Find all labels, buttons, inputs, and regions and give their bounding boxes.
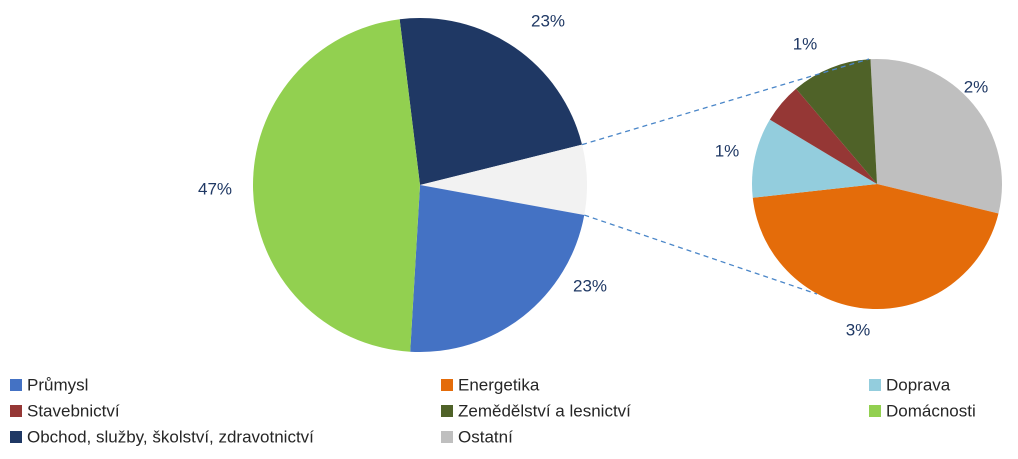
pie-slice — [769, 88, 877, 184]
legend-swatch — [441, 379, 453, 391]
legend-label: Stavebnictví — [27, 401, 120, 420]
pie-slice — [252, 19, 420, 352]
pie-slice — [752, 184, 999, 310]
legend-swatch — [869, 405, 881, 417]
legend-swatch — [869, 379, 881, 391]
pie-slice — [399, 17, 583, 185]
data-label: 23% — [573, 276, 607, 295]
data-label: 2% — [964, 77, 989, 96]
legend-label: Ostatní — [458, 427, 513, 446]
legend-label: Energetika — [458, 375, 540, 394]
legend-label: Obchod, služby, školství, zdravotnictví — [27, 427, 314, 446]
legend-swatch — [10, 405, 22, 417]
legend-label: Průmysl — [27, 375, 88, 394]
legend-label: Doprava — [886, 375, 951, 394]
data-label: 3% — [846, 320, 871, 339]
legend-swatch — [441, 431, 453, 443]
data-label: 23% — [531, 11, 565, 30]
data-label: 1% — [793, 34, 818, 53]
legend-swatch — [441, 405, 453, 417]
pie-slice — [420, 144, 587, 216]
pie-slice — [410, 185, 585, 353]
pie-slice — [796, 59, 877, 184]
legend-label: Domácnosti — [886, 401, 976, 420]
legend-swatch — [10, 379, 22, 391]
legend-swatch — [10, 431, 22, 443]
data-label: 47% — [198, 179, 232, 198]
data-label: 1% — [715, 141, 740, 160]
connector-line — [584, 214, 818, 295]
pie-slice — [870, 59, 1002, 214]
connector-line — [581, 58, 870, 146]
pie-slice — [752, 119, 877, 198]
legend-label: Zemědělství a lesnictví — [458, 401, 631, 420]
